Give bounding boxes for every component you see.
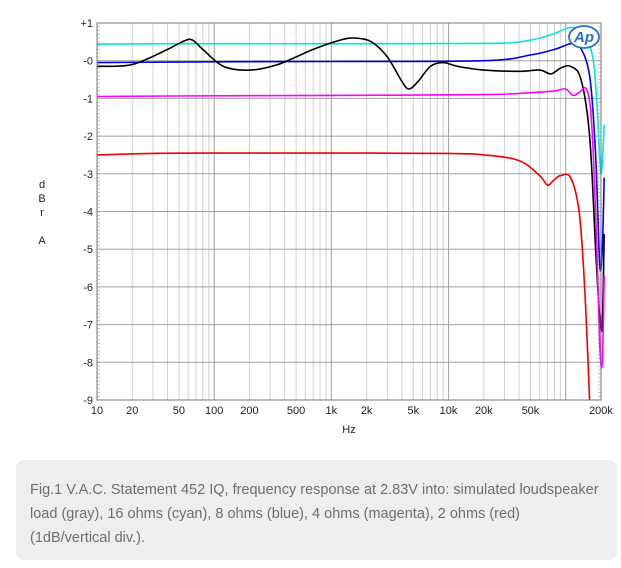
chart-grid bbox=[96, 22, 602, 401]
plot-frame bbox=[96, 22, 602, 401]
ap-logo: Ap bbox=[568, 25, 600, 49]
x-tick-label: 20k bbox=[475, 405, 493, 417]
x-tick-label: 50k bbox=[522, 405, 540, 417]
y-axis-label-letter: A bbox=[38, 235, 46, 247]
x-tick-label: 200k bbox=[589, 405, 613, 417]
series-line-4 bbox=[96, 152, 591, 401]
x-tick-label: 1k bbox=[326, 405, 338, 417]
series-line-3 bbox=[96, 86, 605, 369]
x-tick-label: 50 bbox=[173, 405, 185, 417]
y-tick-label: -7 bbox=[83, 320, 93, 332]
chart-series bbox=[96, 26, 605, 401]
y-tick-label: -4 bbox=[83, 207, 93, 219]
x-tick-labels: 10 20 50 100 200 500 1k 2k 5k 10k 20k 50k 200k bbox=[91, 405, 614, 417]
y-tick-label: -8 bbox=[83, 357, 93, 369]
figure-caption: Fig.1 V.A.C. Statement 452 IQ, frequency… bbox=[30, 482, 599, 546]
x-tick-label: 10 bbox=[91, 405, 103, 417]
y-tick-label: -3 bbox=[83, 169, 93, 181]
y-axis-label-letter: d bbox=[39, 179, 45, 191]
y-tick-label: -0 bbox=[83, 56, 93, 68]
series-line-0 bbox=[96, 26, 605, 175]
x-tick-label: 20 bbox=[126, 405, 138, 417]
y-tick-label: -5 bbox=[83, 244, 93, 256]
y-axis-label-letter: r bbox=[40, 207, 44, 219]
frequency-response-chart: 10 20 50 100 200 500 1k 2k 5k 10k 20k 50k 200k +1 -0 -… bbox=[38, 18, 614, 436]
x-axis-label: Hz bbox=[342, 424, 355, 436]
y-tick-label: +1 bbox=[80, 18, 93, 30]
y-axis-label-letter: B bbox=[38, 193, 45, 205]
y-tick-label: -2 bbox=[83, 131, 93, 143]
x-tick-label: 100 bbox=[205, 405, 223, 417]
x-tick-label: 5k bbox=[407, 405, 419, 417]
x-tick-label: 10k bbox=[440, 405, 458, 417]
ap-logo-text: Ap bbox=[573, 29, 594, 46]
figure-caption-box: Fig.1 V.A.C. Statement 452 IQ, frequency… bbox=[16, 460, 617, 560]
y-axis-label: dBr A bbox=[38, 179, 46, 247]
y-tick-label: -6 bbox=[83, 282, 93, 294]
ap-logo-badge bbox=[568, 25, 600, 49]
y-tick-labels: +1 -0 -1 -2 -3 -4 -5 -6 -7 -8 -9 bbox=[80, 18, 93, 407]
x-tick-label: 200 bbox=[240, 405, 258, 417]
y-tick-label: -9 bbox=[83, 395, 93, 407]
y-tick-label: -1 bbox=[83, 93, 93, 105]
series-line-1 bbox=[96, 41, 605, 272]
x-tick-label: 500 bbox=[287, 405, 305, 417]
x-tick-label: 2k bbox=[361, 405, 373, 417]
series-line-2 bbox=[96, 37, 605, 333]
